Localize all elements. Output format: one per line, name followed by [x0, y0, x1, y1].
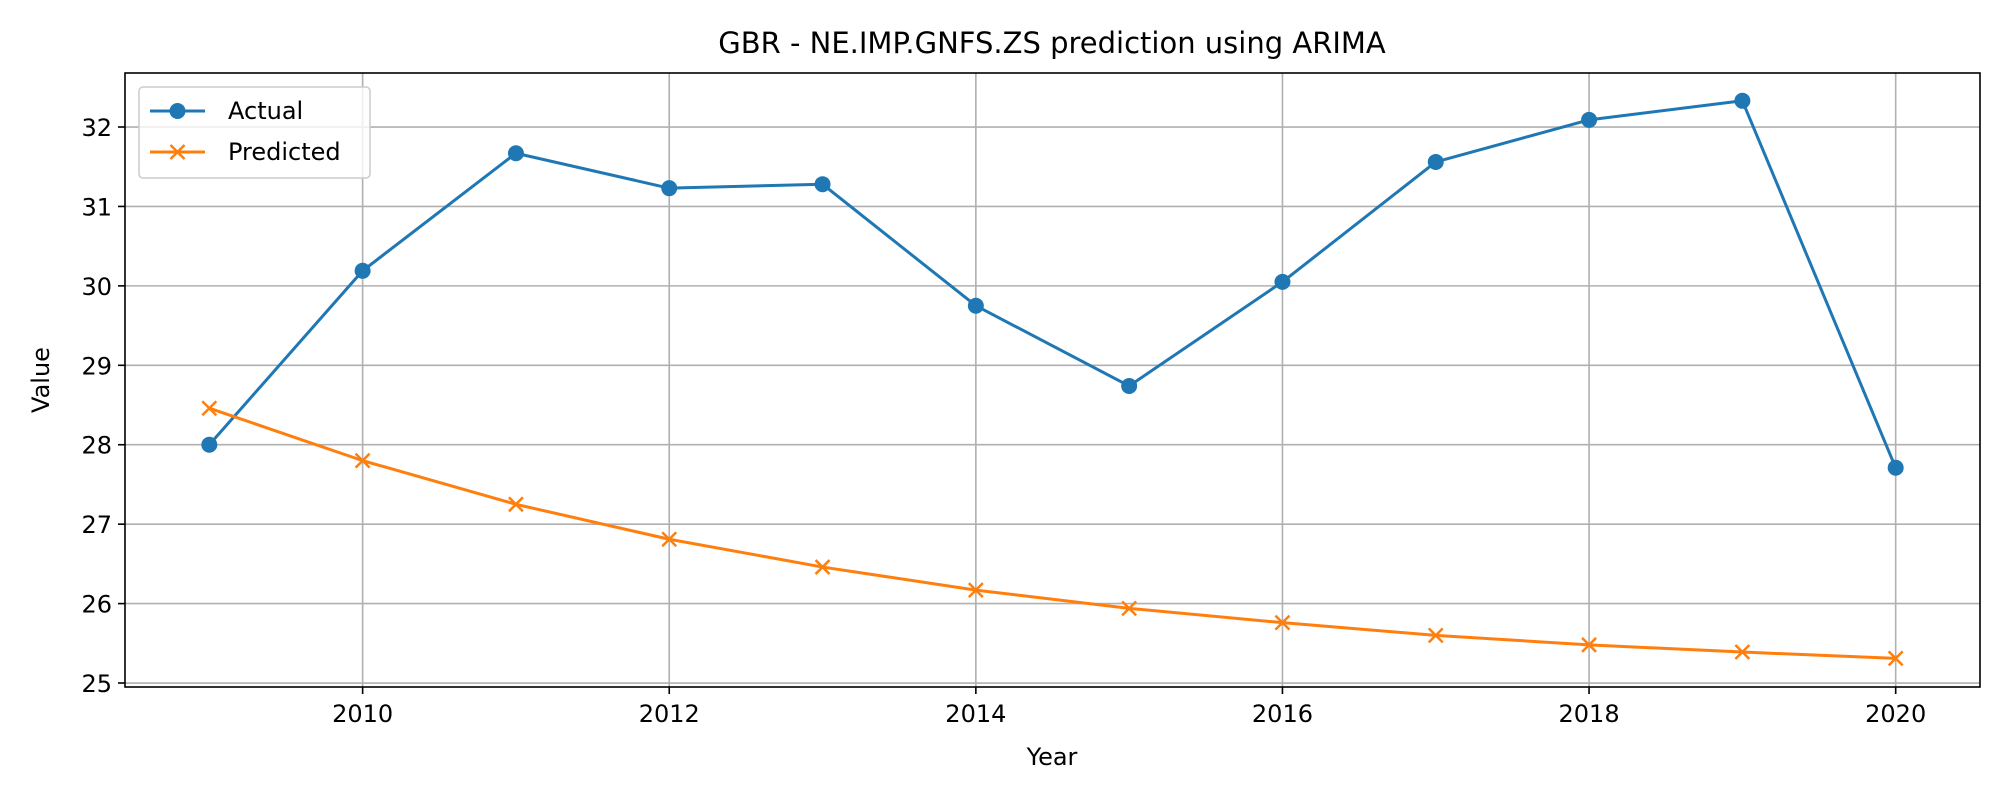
- x-tick-label: 2014: [945, 700, 1006, 728]
- predicted-data-point: [1427, 627, 1444, 644]
- y-axis-label: Value: [27, 347, 55, 413]
- legend-predicted-marker: [169, 144, 186, 160]
- predicted-data-point: [661, 531, 678, 548]
- grid: [125, 73, 1980, 687]
- predicted-data-point: [354, 452, 371, 469]
- actual-data-point: [1121, 377, 1138, 394]
- actual-data-point: [1581, 111, 1598, 128]
- x-tick-label: 2016: [1252, 700, 1313, 728]
- plot-frame: [124, 72, 1981, 688]
- predicted-data-point: [1274, 614, 1291, 631]
- chart-title: GBR - NE.IMP.GNFS.ZS prediction using AR…: [718, 26, 1386, 60]
- series-layer: [201, 92, 1904, 667]
- y-tick-label: 31: [81, 193, 112, 221]
- predicted-data-point: [1121, 600, 1138, 617]
- predicted-data-point: [508, 496, 524, 513]
- actual-data-point: [1274, 273, 1291, 290]
- actual-data-point: [201, 436, 218, 453]
- predicted-data-point: [201, 400, 218, 417]
- actual-data-point: [507, 145, 524, 162]
- actual-data-point: [661, 180, 678, 197]
- actual-data-point: [814, 176, 831, 193]
- predicted-series-line: [208, 406, 1896, 660]
- y-tick-label: 27: [81, 511, 112, 539]
- predicted-data-point: [967, 582, 984, 598]
- x-axis-label: Year: [1026, 743, 1078, 771]
- axis-ticks: 2010 2012 2014 2016 2018 2020 25 26 27 28 29 30 31 32: [81, 114, 1926, 728]
- x-tick-label: 2010: [332, 700, 393, 728]
- x-tick-label: 2018: [1559, 700, 1620, 728]
- actual-data-point: [1887, 459, 1904, 476]
- predicted-data-point: [1581, 637, 1597, 653]
- y-tick-label: 32: [81, 114, 112, 142]
- x-tick-label: 2012: [639, 700, 700, 728]
- y-tick-label: 29: [81, 352, 112, 380]
- predicted-data-point: [814, 559, 831, 575]
- legend-predicted-label: Predicted: [228, 138, 341, 166]
- legend-actual-marker: [169, 103, 186, 119]
- legend-actual-label: Actual: [228, 97, 303, 125]
- predicted-data-point: [1887, 650, 1904, 667]
- actual-series-line: [208, 99, 1898, 469]
- legend: Actual Predicted: [138, 86, 371, 179]
- y-tick-label: 28: [81, 432, 112, 460]
- y-tick-label: 30: [81, 273, 112, 301]
- actual-data-point: [967, 297, 984, 314]
- y-tick-label: 26: [81, 591, 112, 619]
- actual-data-point: [1734, 92, 1751, 109]
- predicted-data-point: [1734, 644, 1751, 660]
- x-tick-label: 2020: [1865, 700, 1926, 728]
- actual-data-point: [354, 262, 371, 279]
- y-tick-label: 25: [81, 670, 112, 698]
- actual-data-point: [1427, 153, 1444, 170]
